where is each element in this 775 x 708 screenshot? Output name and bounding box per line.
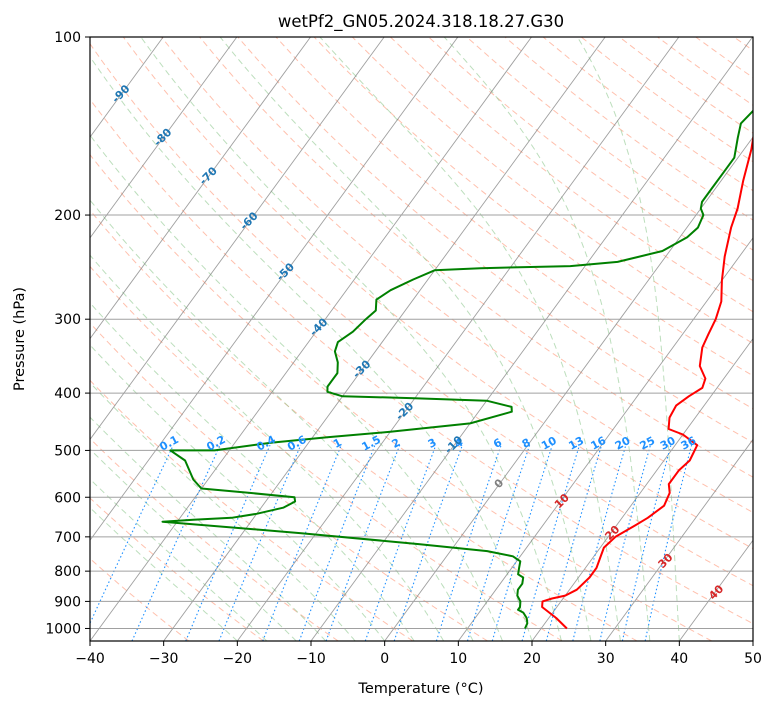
mixing-ratio-line (393, 445, 463, 641)
dry-adiabat-line (237, 37, 753, 444)
moist-adiabat-line (90, 344, 386, 641)
mixing-ratio-line (644, 445, 693, 641)
mixing-ratio-label: 10 (539, 434, 559, 453)
mixing-ratio-line (599, 445, 651, 641)
isotherm-line (605, 438, 753, 641)
mixing-ratio-label: 13 (566, 434, 586, 453)
dry-adiabat-line (161, 37, 753, 514)
y-axis-label: Pressure (hPa) (12, 287, 28, 391)
isotherm-line (90, 37, 311, 340)
mixing-ratio-line (185, 444, 271, 641)
isotherm-line (90, 37, 459, 541)
x-tick-label: 0 (380, 651, 389, 667)
mixing-ratio-label: 30 (658, 434, 678, 453)
dry-adiabat-line (90, 42, 753, 587)
y-tick-label: 200 (54, 208, 81, 224)
x-axis-label: Temperature (°C) (357, 681, 483, 697)
moist-adiabat-line (319, 37, 621, 641)
y-tick-label: 700 (54, 530, 81, 546)
mixing-ratio-line (491, 445, 553, 641)
isotherm-line (457, 237, 753, 641)
dry-adiabat-line (275, 37, 753, 410)
mixing-ratio-label: 20 (613, 434, 633, 453)
dry-adiabat-line (90, 322, 488, 641)
moist-adiabat-line (90, 302, 415, 641)
y-tick-label: 800 (54, 564, 81, 580)
dewpoint-profile-line (161, 109, 753, 629)
dry-adiabat-line (313, 37, 753, 377)
sounding-profiles (161, 109, 753, 630)
plot-frame (89, 36, 754, 642)
moist-adiabat-line (90, 55, 533, 641)
temperature-profile-line (541, 133, 753, 630)
dry-adiabat-line (90, 153, 712, 641)
x-tick-label: −30 (149, 651, 179, 667)
x-tick-label: 10 (449, 651, 467, 667)
dry-adiabat-line (90, 98, 753, 625)
x-tick-label: 50 (744, 651, 762, 667)
x-tick-label: 20 (523, 651, 541, 667)
isotherm-line (236, 37, 680, 641)
y-tick-label: 500 (54, 443, 81, 459)
y-tick-label: 400 (54, 386, 81, 402)
x-tick-label: −20 (223, 651, 253, 667)
mixing-ratio-line (435, 445, 502, 641)
mixing-ratio-line (298, 445, 376, 641)
mixing-ratio-line (131, 444, 221, 641)
x-tick-label: −40 (75, 651, 105, 667)
y-tick-label: 600 (54, 490, 81, 506)
dry-adiabat-line (122, 37, 753, 550)
y-tick-label: 1000 (45, 622, 81, 638)
moist-adiabat-line (90, 478, 268, 641)
isotherm-line (90, 37, 532, 641)
moist-adiabat-line (90, 382, 356, 641)
mixing-ratio-line (621, 445, 672, 641)
mixing-ratio-line (521, 445, 581, 641)
y-tick-label: 900 (54, 594, 81, 610)
moist-adiabat-line (90, 134, 503, 641)
y-tick-label: 100 (54, 30, 81, 46)
moist-adiabat-line (219, 37, 592, 641)
mixing-ratio-line (545, 445, 603, 641)
dry-adiabat-line (90, 265, 563, 641)
moist-adiabat-line (90, 507, 238, 641)
isotherm-line (90, 37, 385, 441)
isotherm-line (163, 37, 606, 641)
axis-ticks: −40 −30 −20 −10 0 10 20 30 40 50 100 200 300 400 500 60… (45, 30, 762, 667)
dry-adiabat-line (90, 209, 638, 641)
x-tick-label: 30 (597, 651, 615, 667)
mixing-ratio-label: 25 (638, 434, 658, 453)
mixing-ratio-line (325, 445, 401, 641)
moist-adiabat-line (577, 37, 680, 641)
mixing-ratio-line (364, 445, 437, 641)
x-tick-label: 40 (670, 651, 688, 667)
mixing-ratio-label: 16 (589, 434, 609, 453)
mixing-ratio-line (466, 445, 531, 641)
moist-adiabat-line (90, 416, 327, 641)
mixing-ratio-label: 36 (679, 434, 699, 453)
x-tick-label: −10 (296, 651, 326, 667)
mixing-ratio-line (572, 445, 627, 641)
chart-title: wetPf2_GN05.2024.318.18.27.G30 (278, 12, 564, 32)
y-tick-label: 300 (54, 312, 81, 328)
isotherm-line (90, 37, 238, 239)
moist-adiabat-line (90, 254, 445, 641)
moist-adiabat-line (443, 37, 651, 641)
moist-adiabat-line (90, 448, 297, 641)
